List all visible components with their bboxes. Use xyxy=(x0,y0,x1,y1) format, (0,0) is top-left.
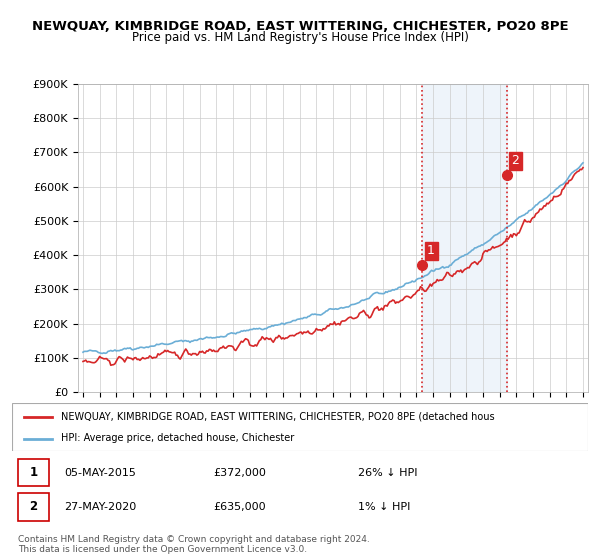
Bar xyxy=(422,84,506,392)
Text: 2: 2 xyxy=(29,500,37,514)
Text: NEWQUAY, KIMBRIDGE ROAD, EAST WITTERING, CHICHESTER, PO20 8PE (detached hous: NEWQUAY, KIMBRIDGE ROAD, EAST WITTERING,… xyxy=(61,412,494,422)
Text: 26% ↓ HPI: 26% ↓ HPI xyxy=(358,468,417,478)
Text: Price paid vs. HM Land Registry's House Price Index (HPI): Price paid vs. HM Land Registry's House … xyxy=(131,31,469,44)
Text: 05-MAY-2015: 05-MAY-2015 xyxy=(64,468,136,478)
FancyBboxPatch shape xyxy=(18,459,49,486)
Text: NEWQUAY, KIMBRIDGE ROAD, EAST WITTERING, CHICHESTER, PO20 8PE: NEWQUAY, KIMBRIDGE ROAD, EAST WITTERING,… xyxy=(32,20,568,32)
Text: £635,000: £635,000 xyxy=(214,502,266,512)
Text: 2: 2 xyxy=(511,155,520,167)
Text: 1: 1 xyxy=(29,466,37,479)
FancyBboxPatch shape xyxy=(12,403,588,451)
Text: 1% ↓ HPI: 1% ↓ HPI xyxy=(358,502,410,512)
Text: £372,000: £372,000 xyxy=(214,468,266,478)
Text: 1: 1 xyxy=(427,244,435,258)
Text: Contains HM Land Registry data © Crown copyright and database right 2024.
This d: Contains HM Land Registry data © Crown c… xyxy=(18,535,370,554)
Text: 27-MAY-2020: 27-MAY-2020 xyxy=(64,502,136,512)
FancyBboxPatch shape xyxy=(18,493,49,521)
Text: HPI: Average price, detached house, Chichester: HPI: Average price, detached house, Chic… xyxy=(61,433,294,443)
